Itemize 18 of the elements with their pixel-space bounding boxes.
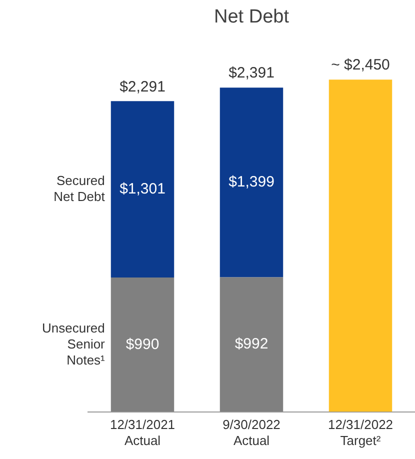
x-tick-label: 12/31/2022 Target²	[328, 417, 394, 448]
bar	[328, 80, 392, 412]
data-label: $992	[234, 336, 268, 353]
total-label: ~ $2,450	[331, 56, 390, 74]
chart-title: Net Debt	[214, 6, 290, 28]
total-label: $2,391	[228, 64, 274, 82]
bar	[220, 88, 284, 278]
total-label: $2,291	[120, 78, 166, 96]
data-label: $1,399	[228, 174, 274, 191]
data-label: $1,301	[120, 180, 166, 198]
x-tick-label: 9/30/2022 Actual	[222, 417, 280, 448]
data-label: $990	[126, 336, 160, 353]
series-label: Secured Net Debt	[54, 172, 106, 204]
x-tick-label: 12/31/2021 Actual	[110, 417, 176, 448]
bar	[110, 101, 174, 278]
series-label: Unsecured Senior Notes¹	[42, 320, 106, 368]
bar	[110, 278, 174, 412]
bar	[220, 277, 284, 412]
